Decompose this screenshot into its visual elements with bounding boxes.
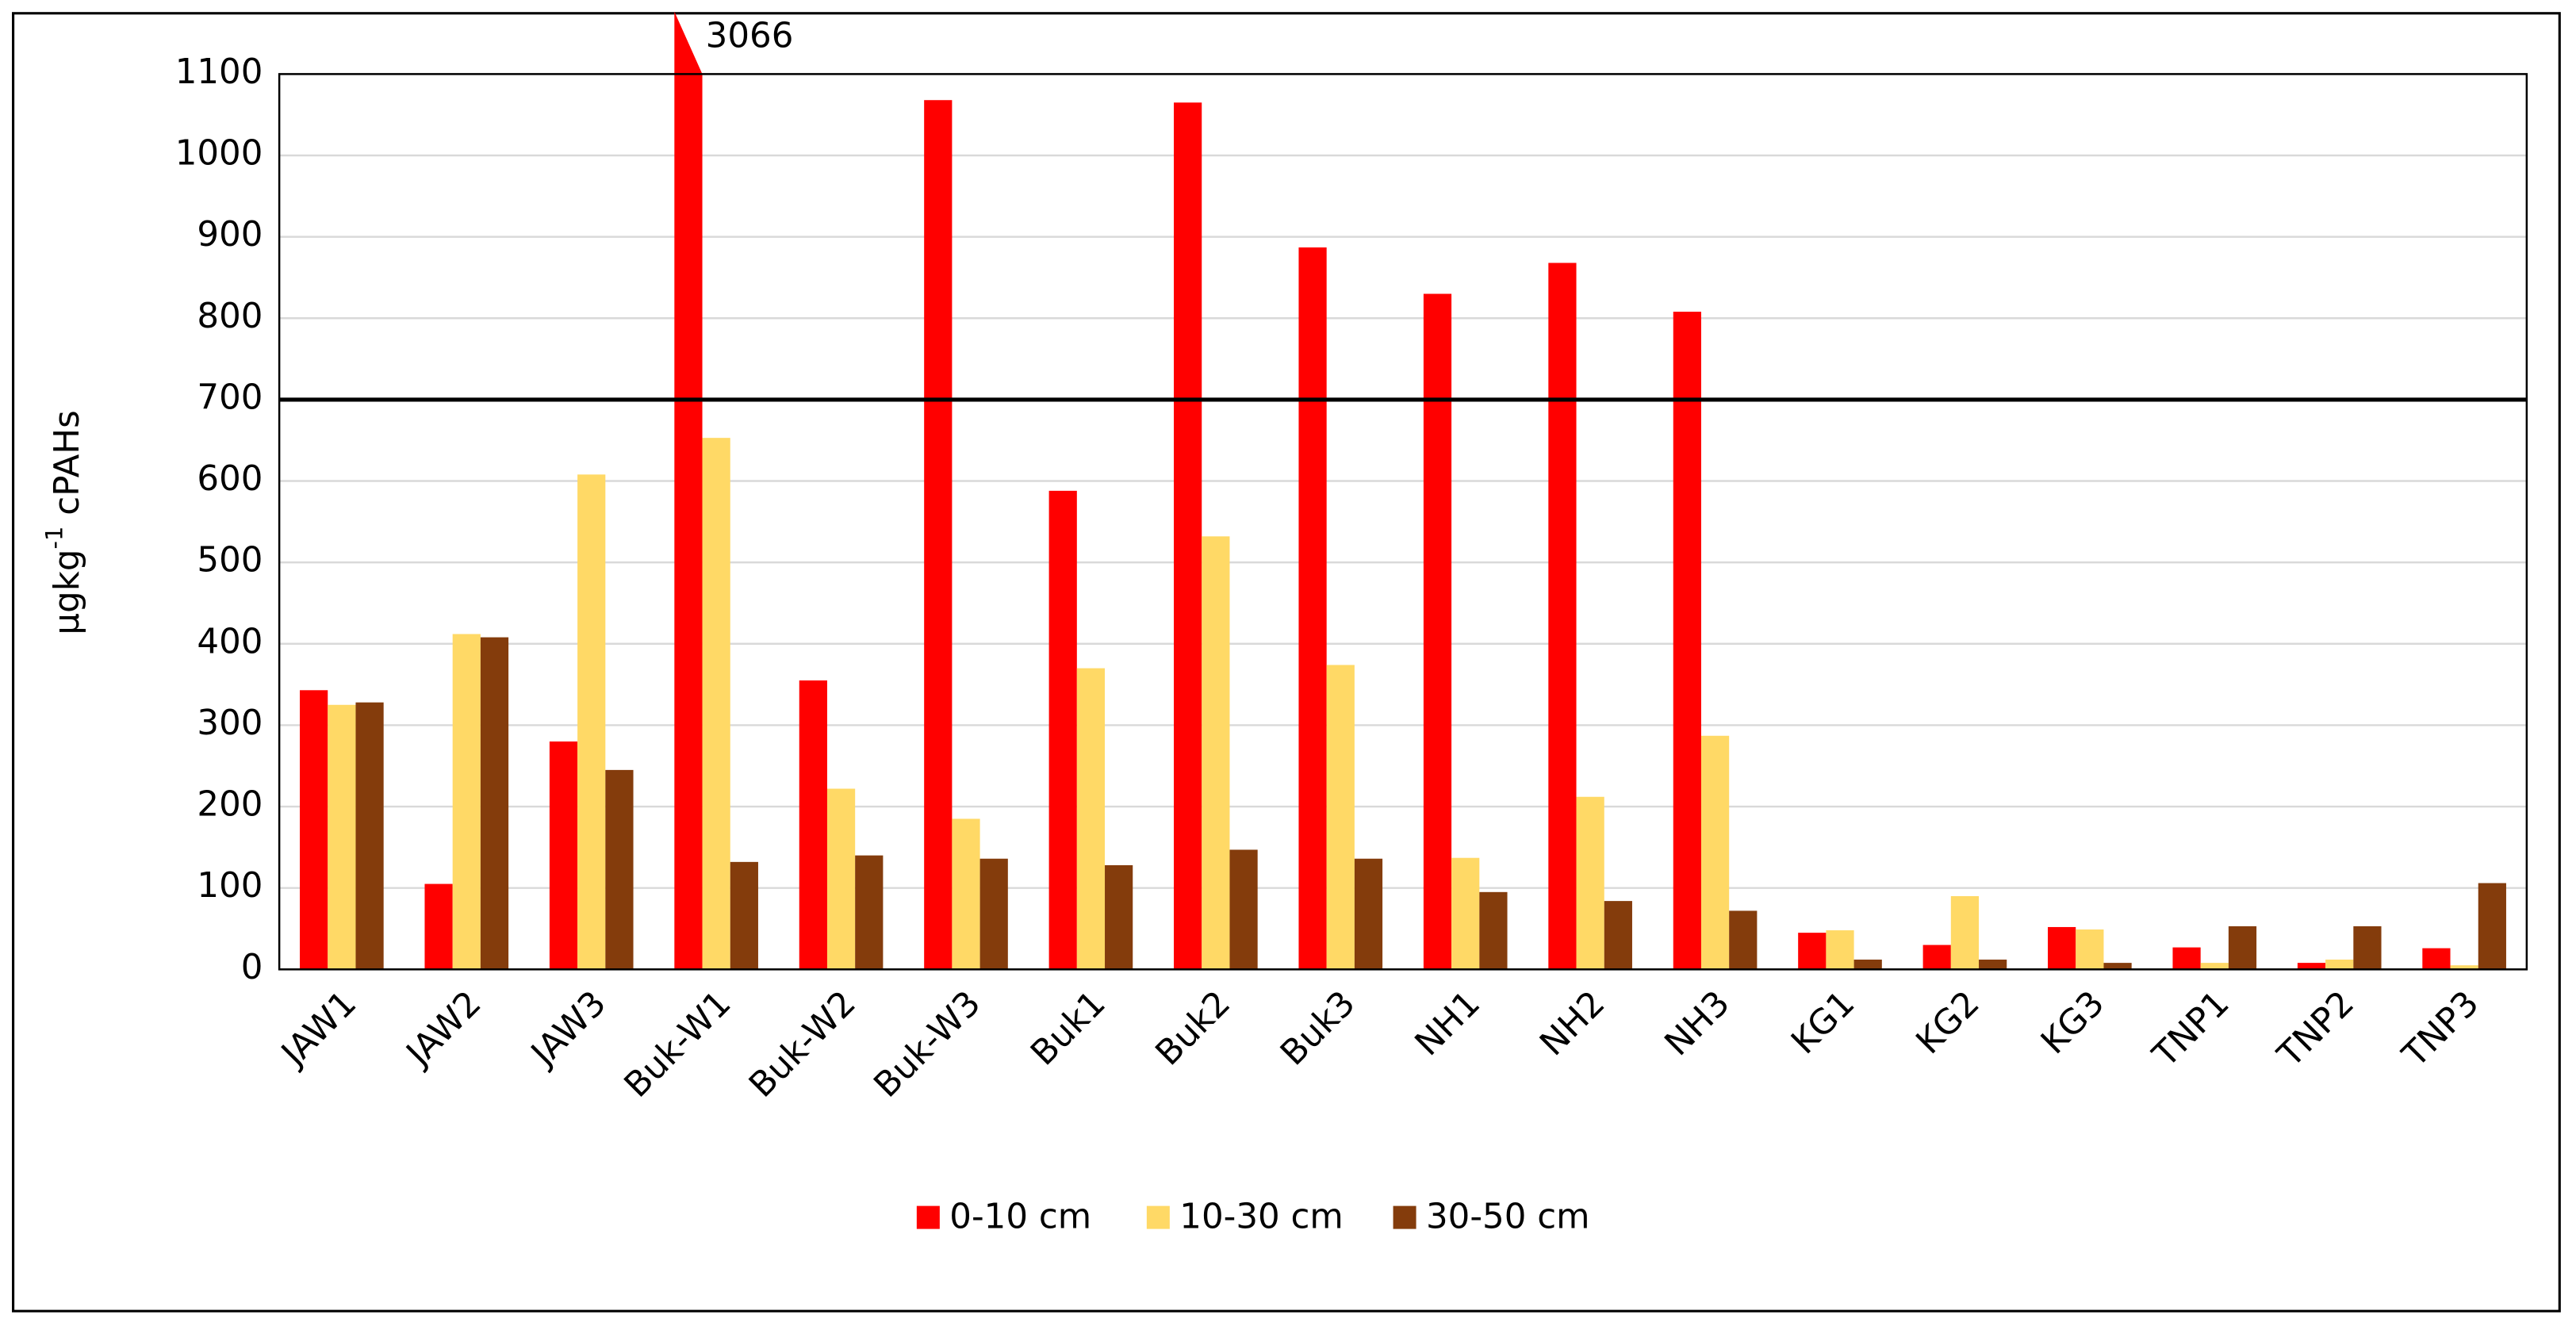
bar: [1326, 665, 1355, 970]
y-tick-label: 300: [197, 703, 263, 743]
bar: [549, 741, 578, 970]
bar: [702, 438, 730, 970]
y-tick-label: 1100: [175, 52, 263, 92]
bar: [300, 690, 328, 970]
bar: [952, 818, 980, 970]
y-tick-label: 800: [197, 297, 263, 336]
legend-label: 0-10 cm: [949, 1198, 1091, 1237]
y-tick-label: 100: [197, 866, 263, 906]
y-tick-label: 600: [197, 459, 263, 499]
legend-label: 30-50 cm: [1426, 1198, 1590, 1237]
y-tick-label: 900: [197, 215, 263, 255]
bar: [480, 637, 509, 970]
bar: [1700, 735, 1730, 970]
y-label-suffix: cPAHs: [47, 410, 86, 526]
y-label-text: µgkg: [47, 549, 86, 634]
bar: [1229, 849, 1258, 970]
y-axis-label: µgkg-1 cPAHs: [40, 410, 86, 634]
bar: [355, 702, 384, 970]
bar: [799, 680, 827, 970]
legend-label: 10-30 cm: [1179, 1198, 1344, 1237]
bar: [1105, 864, 1133, 970]
bar: [2450, 965, 2478, 970]
bar: [1354, 858, 1383, 970]
bar: [1729, 910, 1758, 970]
y-tick-label: 200: [197, 785, 263, 825]
legend-swatch: [1393, 1205, 1416, 1229]
bar: [1950, 895, 1980, 970]
y-tick-label: 500: [197, 541, 263, 581]
bar: [1798, 933, 1827, 970]
bar: [1673, 312, 1701, 970]
chart-border: [12, 12, 2561, 1313]
bar: [1174, 102, 1202, 970]
bar: [1298, 247, 1327, 970]
bar: [2103, 963, 2132, 970]
bar: [1202, 536, 1230, 970]
bar: [1048, 490, 1077, 970]
bar: [1979, 960, 2007, 970]
bar: [2297, 963, 2326, 970]
bar: [1423, 293, 1452, 970]
bar: [424, 883, 453, 970]
bar: [2228, 926, 2257, 970]
legend-swatch: [1146, 1205, 1170, 1229]
bar: [2200, 963, 2229, 970]
bar: [1604, 901, 1632, 970]
y-tick-label: 700: [197, 377, 263, 417]
bar: [1479, 891, 1508, 970]
bar: [2048, 926, 2076, 970]
bar: [2172, 947, 2201, 970]
plot-frame: [278, 73, 2528, 971]
value-label: 3066: [706, 16, 794, 56]
bar: [1576, 796, 1604, 970]
legend-swatch: [916, 1205, 940, 1229]
bar: [2422, 948, 2451, 970]
bar: [1076, 668, 1106, 970]
bar: [1853, 960, 1882, 970]
y-tick-label: 0: [241, 948, 263, 987]
bar: [452, 634, 481, 970]
bar: [2353, 926, 2382, 970]
bar: [1548, 263, 1577, 970]
bar: [1451, 857, 1480, 970]
bar: [328, 704, 356, 970]
bar: [924, 100, 953, 970]
bar: [2478, 883, 2506, 970]
bar: [674, 11, 703, 970]
y-label-sup: -1: [40, 527, 67, 550]
y-tick-label: 400: [197, 622, 263, 661]
bar: [577, 474, 606, 970]
bar: [2076, 929, 2104, 970]
bar: [826, 788, 856, 970]
bar: [1922, 945, 1951, 970]
bar: [1826, 930, 1854, 970]
y-tick-label: 1000: [175, 134, 263, 174]
bar: [855, 855, 884, 970]
bar: [2325, 960, 2354, 970]
bar: [979, 858, 1008, 970]
bar: [730, 861, 758, 970]
bar: [605, 769, 634, 970]
